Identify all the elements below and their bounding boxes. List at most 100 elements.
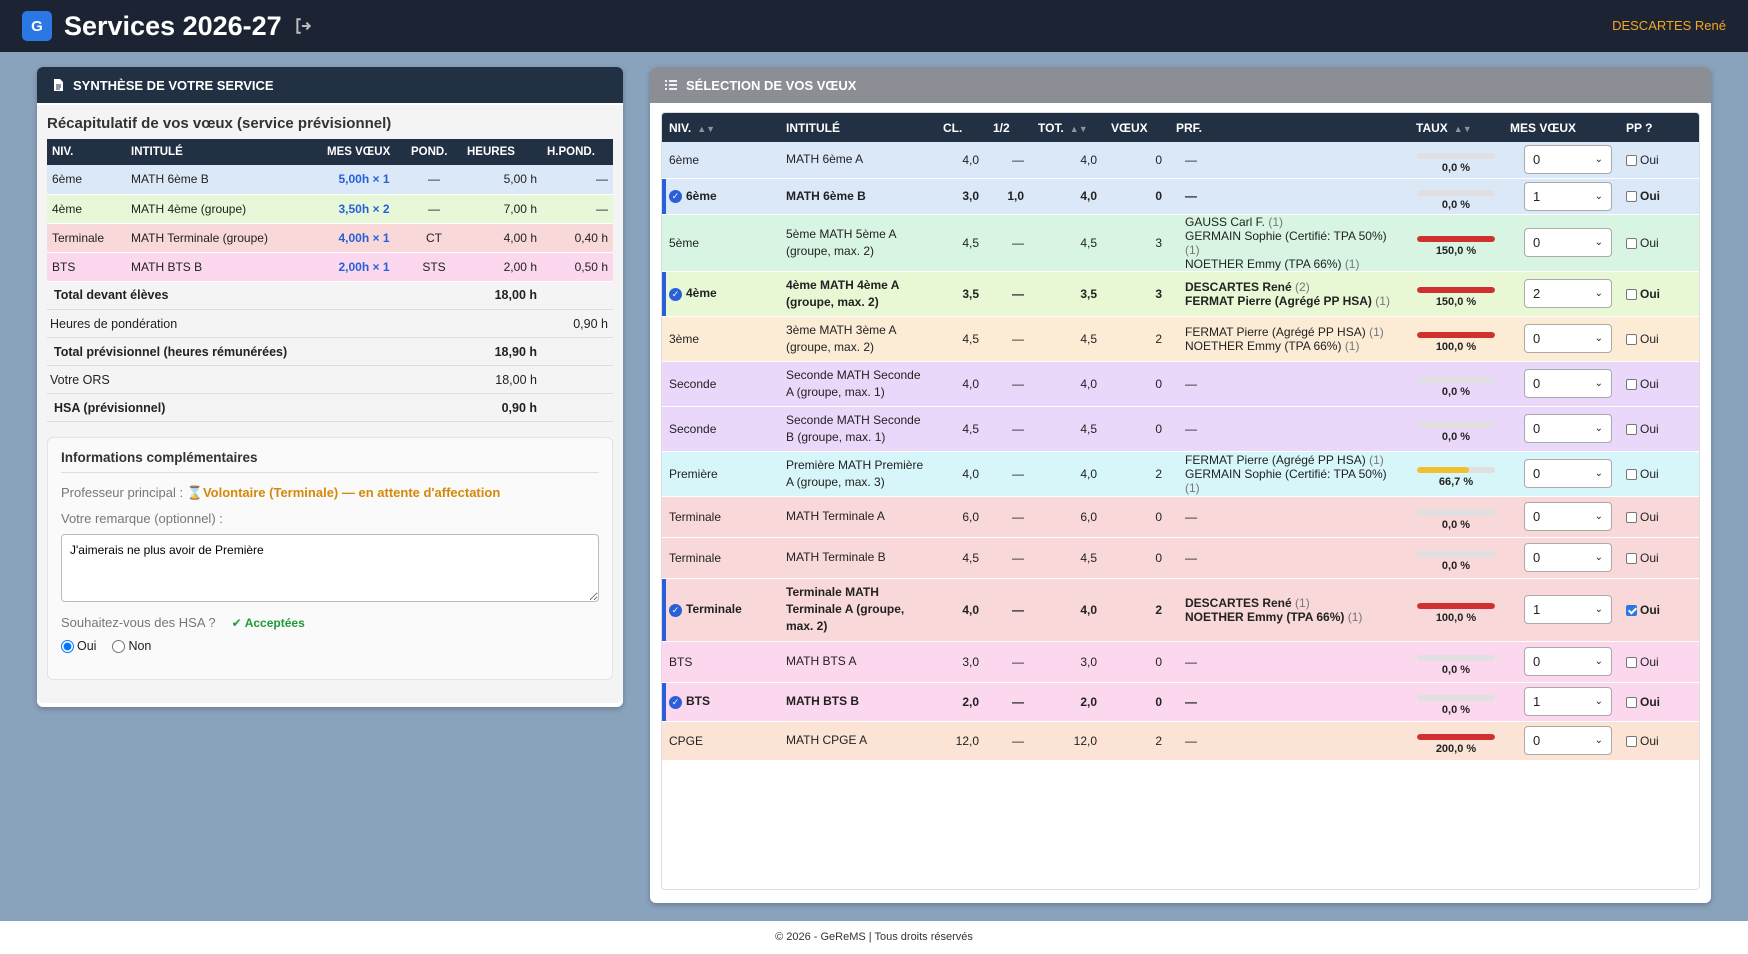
rate-text: 150,0 % [1435, 245, 1477, 257]
wish-select[interactable]: 2 ⌄ [1524, 279, 1612, 308]
wish-cl: 4,5 [936, 316, 986, 362]
wish-cl: 12,0 [936, 721, 986, 761]
wish-select-cell: 0 ⌄ [1503, 451, 1619, 497]
summary-cell-heures: 7,00 h [462, 194, 542, 224]
prf-count: (1) [1344, 338, 1360, 353]
pp-checkbox[interactable] [1626, 288, 1637, 300]
wish-select[interactable]: 0 ⌄ [1524, 647, 1612, 676]
pp-label: Oui [1640, 331, 1659, 346]
chevron-down-icon: ⌄ [1594, 288, 1603, 299]
col-niv-label: NIV. [669, 120, 692, 135]
wish-demi: — [986, 682, 1031, 722]
summary-row: 4ème MATH 4ème (groupe) 3,50h × 2—7,00 h — [47, 194, 613, 224]
col-taux[interactable]: TAUX ▲▼ [1409, 113, 1503, 142]
wish-select[interactable]: 0 ⌄ [1524, 145, 1612, 175]
wish-niv-label: 4ème [686, 286, 717, 301]
pp-checkbox[interactable] [1626, 656, 1637, 668]
pp-checkbox[interactable] [1626, 696, 1637, 708]
wish-select[interactable]: 0 ⌄ [1524, 726, 1612, 755]
wish-select[interactable]: 1 ⌄ [1524, 687, 1612, 716]
prf-name: FERMAT Pierre (Agrégé PP HSA) [1185, 293, 1372, 308]
wish-select[interactable]: 1 ⌄ [1524, 181, 1612, 211]
wish-intitule: MATH 6ème B [779, 178, 936, 215]
prf-name: GAUSS Carl F. [1185, 214, 1266, 229]
prf-entry: FERMAT Pierre (Agrégé PP HSA) (1) [1185, 453, 1402, 467]
summary-cell-hpond: — [542, 165, 613, 195]
sort-icon[interactable]: ▲▼ [1453, 123, 1472, 134]
summary-panel-body: Récapitulatif de vos vœux (service prévi… [37, 105, 623, 703]
col-intitule: INTITULÉ [126, 139, 322, 165]
wishes-panel-title: SÉLECTION DE VOS VŒUX [686, 77, 857, 93]
summary-panel-header: SYNTHÈSE DE VOTRE SERVICE [37, 67, 623, 103]
pp-label: Oui [1640, 421, 1659, 436]
rate-text: 0,0 % [1441, 431, 1471, 443]
logout-icon[interactable] [294, 17, 312, 35]
pp-checkbox[interactable] [1626, 378, 1637, 390]
remark-textarea[interactable]: J'aimerais ne plus avoir de Première [61, 534, 599, 602]
wish-prf: FERMAT Pierre (Agrégé PP HSA) (1) GERMAIN… [1169, 451, 1409, 497]
hsa-line: Souhaitez-vous des HSA ? ✔ Acceptées [61, 615, 599, 630]
summary-header-row: NIV. INTITULÉ MES VŒUX POND. HEURES H.PO… [47, 139, 613, 165]
pp-checkbox[interactable] [1626, 468, 1637, 480]
prf-entry: NOETHER Emmy (TPA 66%) (1) [1185, 257, 1402, 271]
hsa-yes-radio[interactable] [61, 639, 74, 653]
pp-checkbox[interactable] [1626, 155, 1637, 167]
pp-checkbox[interactable] [1626, 511, 1637, 523]
summary-cell-hpond: 0,50 h [542, 252, 613, 282]
wish-select[interactable]: 0 ⌄ [1524, 324, 1612, 353]
wish-prf: — [1169, 178, 1409, 215]
wish-row: ✓ 4ème 4ème MATH 4ème A (groupe, max. 2) 3,… [662, 271, 1699, 317]
chevron-down-icon: ⌄ [1594, 735, 1603, 746]
pp-label: Oui [1640, 550, 1659, 565]
prf-count: (2) [1295, 279, 1310, 294]
sort-icon[interactable]: ▲▼ [1069, 123, 1088, 134]
wish-select[interactable]: 0 ⌄ [1524, 459, 1612, 488]
pp-checkbox[interactable] [1626, 237, 1637, 249]
app-logo[interactable]: G [22, 11, 52, 41]
pp-checkbox[interactable] [1626, 552, 1637, 564]
hsa-radio-group: Oui Non [61, 639, 599, 653]
wish-niv-label: Première [669, 466, 718, 481]
wish-niv: 5ème [662, 214, 779, 272]
summary-cell-intitule: MATH 6ème B [126, 165, 322, 195]
pp-checkbox[interactable] [1626, 604, 1637, 616]
wish-row: BTS MATH BTS A 3,0—3,0 0—0,0 % 0 ⌄ Oui [662, 641, 1699, 683]
col-tot[interactable]: TOT. ▲▼ [1031, 113, 1104, 142]
sort-icon[interactable]: ▲▼ [697, 123, 716, 134]
wish-row: Terminale MATH Terminale B 4,5—4,5 0—0,0 % 0… [662, 537, 1699, 579]
wish-row: 5ème 5ème MATH 5ème A (groupe, max. 2) 4,5… [662, 214, 1699, 272]
user-name[interactable]: DESCARTES René [1612, 18, 1726, 33]
prf-name: NOETHER Emmy (TPA 66%) [1185, 609, 1345, 624]
pp-checkbox[interactable] [1626, 423, 1637, 435]
wish-select-value: 1 [1533, 188, 1541, 204]
pp-checkbox[interactable] [1626, 735, 1637, 747]
wish-select[interactable]: 0 ⌄ [1524, 369, 1612, 398]
wish-taux: 0,0 % [1409, 361, 1503, 407]
wish-select[interactable]: 0 ⌄ [1524, 414, 1612, 443]
hsa-no[interactable]: Non [112, 639, 151, 653]
total-label: Votre ORS [47, 365, 406, 394]
col-niv: NIV. [47, 139, 126, 165]
wish-niv-label: Seconde [669, 421, 717, 436]
hsa-yes[interactable]: Oui [61, 639, 96, 653]
pp-checkbox[interactable] [1626, 191, 1637, 203]
wish-select-value: 1 [1533, 602, 1541, 617]
wish-niv-label: Terminale [686, 602, 742, 617]
hsa-no-radio[interactable] [112, 639, 126, 653]
rate-bar [1417, 551, 1495, 557]
prf-count: (1) [1268, 214, 1284, 229]
wish-row: ✓ Terminale Terminale MATH Terminale A (gr… [662, 578, 1699, 642]
total-label: Total devant élèves [47, 281, 406, 310]
wish-select[interactable]: 0 ⌄ [1524, 228, 1612, 257]
wish-select[interactable]: 1 ⌄ [1524, 595, 1612, 624]
info-title: Informations complémentaires [61, 450, 599, 473]
total-hpond [542, 393, 613, 422]
pp-checkbox[interactable] [1626, 333, 1637, 345]
wish-niv: Terminale [662, 496, 779, 538]
check-circle-icon: ✔ [231, 615, 242, 630]
wish-select[interactable]: 0 ⌄ [1524, 502, 1612, 531]
wish-select[interactable]: 0 ⌄ [1524, 543, 1612, 572]
rate-bar-fill [1417, 734, 1495, 740]
col-niv[interactable]: NIV. ▲▼ [662, 113, 779, 142]
wish-intitule: MATH Terminale B [779, 537, 936, 579]
